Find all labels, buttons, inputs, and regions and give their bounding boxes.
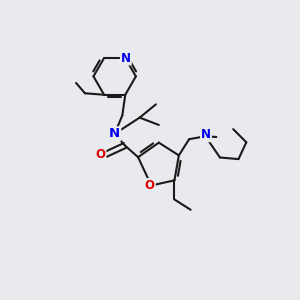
Text: N: N	[109, 127, 120, 140]
Text: N: N	[201, 128, 211, 141]
Text: O: O	[145, 179, 155, 192]
Text: O: O	[95, 148, 106, 161]
Text: N: N	[121, 52, 131, 64]
